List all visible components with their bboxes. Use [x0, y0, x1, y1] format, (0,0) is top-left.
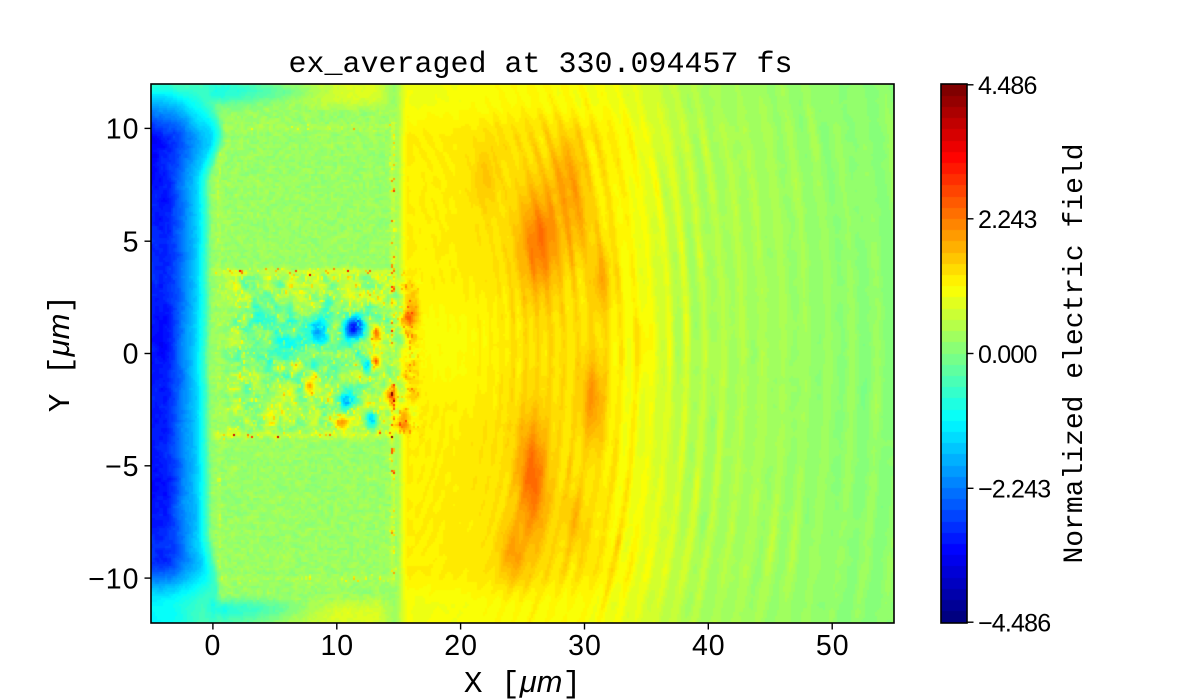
svg-text:Y [μm]: Y [μm] — [41, 295, 79, 412]
svg-text:50: 50 — [816, 630, 850, 662]
svg-text:ex_averaged at 330.094457 fs: ex_averaged at 330.094457 fs — [288, 48, 792, 82]
svg-text:20: 20 — [444, 630, 478, 662]
svg-text:0: 0 — [123, 339, 140, 371]
svg-text:−10: −10 — [88, 563, 139, 595]
svg-text:Normalized electric field: Normalized electric field — [1060, 143, 1091, 563]
svg-text:10: 10 — [106, 114, 140, 146]
svg-text:X [μm]: X [μm] — [464, 664, 581, 700]
svg-text:40: 40 — [692, 630, 726, 662]
svg-text:0: 0 — [204, 630, 221, 662]
svg-text:4.486: 4.486 — [978, 72, 1037, 100]
svg-text:0.000: 0.000 — [978, 341, 1037, 369]
svg-text:−5: −5 — [105, 451, 140, 483]
svg-text:10: 10 — [320, 630, 354, 662]
svg-text:2.243: 2.243 — [978, 206, 1037, 234]
svg-text:−2.243: −2.243 — [978, 476, 1050, 504]
svg-text:5: 5 — [123, 226, 140, 258]
svg-text:−4.486: −4.486 — [978, 610, 1050, 638]
svg-text:30: 30 — [568, 630, 602, 662]
